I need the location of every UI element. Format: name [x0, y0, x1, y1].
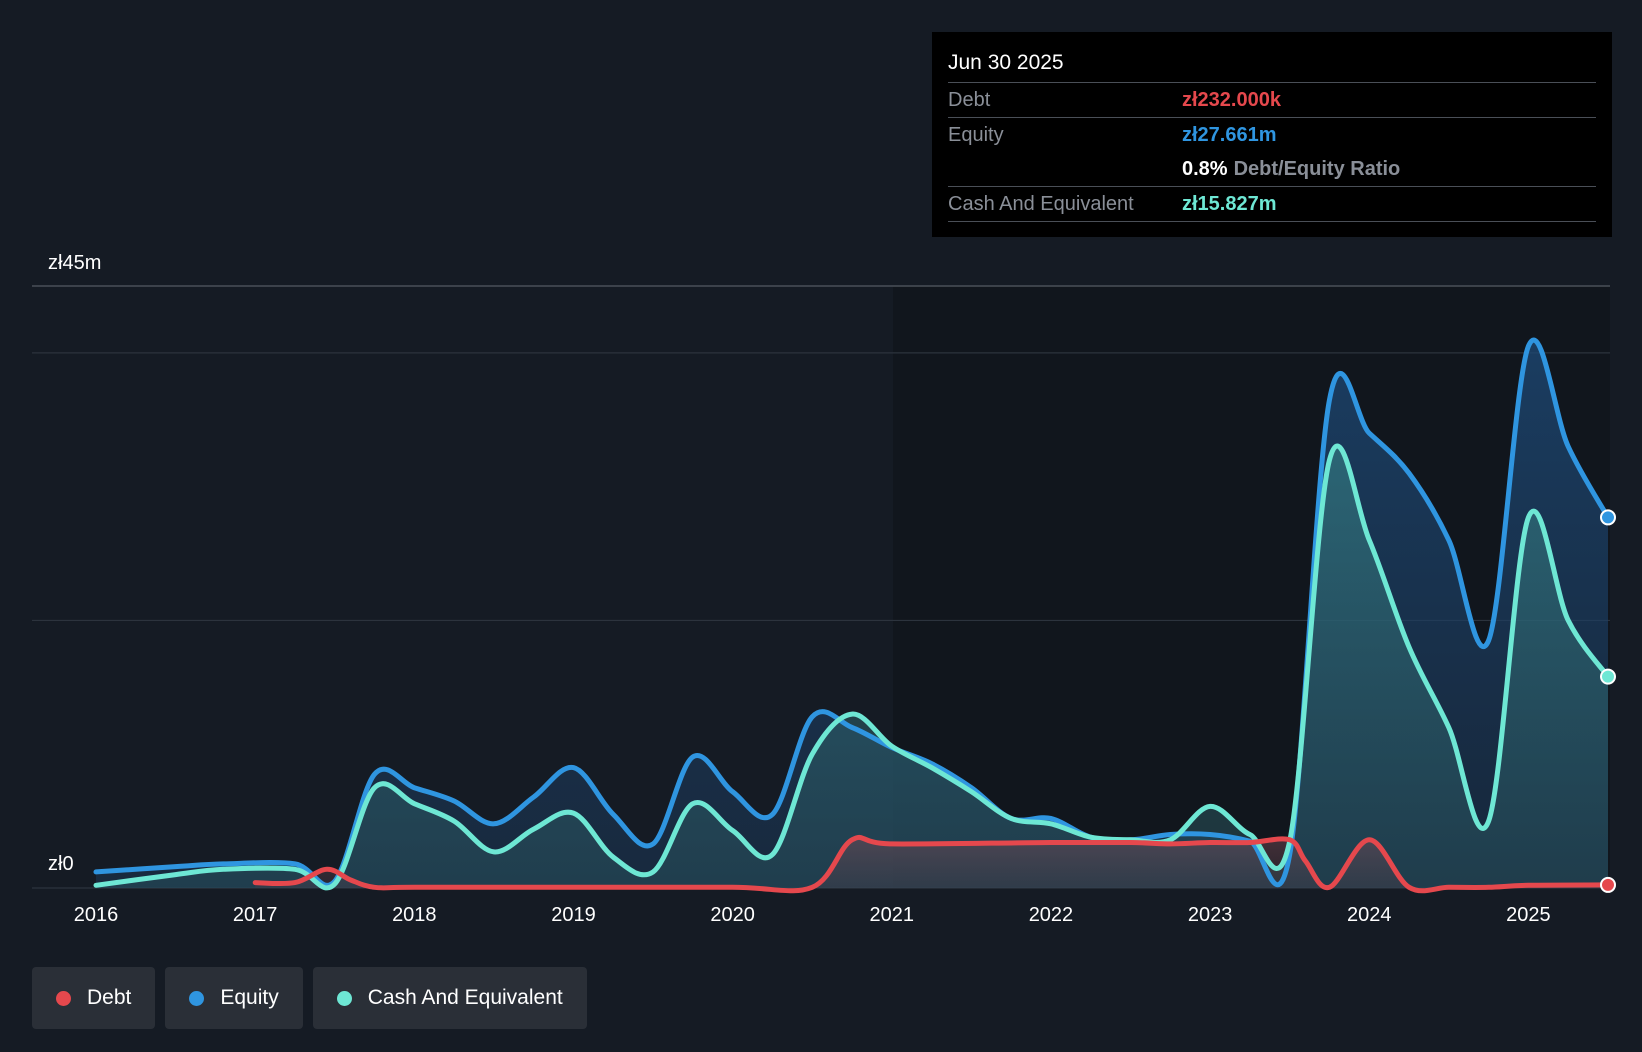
equity-line — [93, 337, 1611, 888]
x-tick-2020: 2020 — [710, 904, 755, 926]
legend-label-cash: Cash And Equivalent — [367, 986, 563, 1009]
legend-label-equity: Equity — [220, 986, 279, 1009]
tooltip-debt-value: zł232.000k — [1182, 88, 1281, 111]
x-tick-2016: 2016 — [74, 904, 119, 926]
x-axis: 2016 2017 2018 2019 2020 2021 2022 2023 2024 2025 — [74, 904, 1551, 926]
tooltip-cash-value: zł15.827m — [1182, 192, 1277, 215]
y-axis-top-label: zł45m — [48, 252, 101, 274]
legend-item-equity[interactable]: Equity — [165, 967, 303, 1029]
tooltip-debt-row: Debt zł232.000k — [948, 82, 1596, 117]
x-tick-2023: 2023 — [1188, 904, 1233, 926]
cash-endpoint[interactable] — [1600, 668, 1616, 685]
tooltip-equity-row: Equity zł27.661m — [948, 117, 1596, 152]
legend-item-debt[interactable]: Debt — [32, 967, 156, 1029]
tooltip-debt-label: Debt — [948, 88, 991, 111]
tooltip-cash-row: Cash And Equivalent zł15.827m — [948, 186, 1596, 222]
x-tick-2022: 2022 — [1029, 904, 1074, 926]
legend: Debt Equity Cash And Equivalent — [32, 967, 587, 1029]
tooltip-ratio-value: 0.8% — [1182, 157, 1228, 180]
x-tick-2024: 2024 — [1347, 904, 1392, 926]
tooltip-ratio-row: 0.8% Debt/Equity Ratio — [948, 152, 1596, 186]
debt-line — [252, 834, 1611, 894]
x-tick-2021: 2021 — [870, 904, 915, 926]
x-tick-2017: 2017 — [233, 904, 278, 926]
x-tick-2025: 2025 — [1506, 904, 1551, 926]
y-axis-bottom-label: zł0 — [48, 853, 74, 875]
debt-endpoint[interactable] — [1600, 876, 1616, 893]
equity-dot-icon — [189, 990, 205, 1006]
x-tick-2018: 2018 — [392, 904, 437, 926]
tooltip-cash-label: Cash And Equivalent — [948, 192, 1134, 215]
cash-line — [93, 443, 1611, 891]
tooltip-equity-label: Equity — [948, 123, 1004, 146]
cash-dot-icon — [336, 990, 352, 1006]
tooltip-date: Jun 30 2025 — [948, 51, 1064, 74]
legend-item-cash[interactable]: Cash And Equivalent — [312, 967, 587, 1029]
tooltip: Jun 30 2025 Debt zł232.000k Equity zł27.… — [932, 32, 1612, 237]
equity-endpoint[interactable] — [1600, 509, 1616, 526]
debt-dot-icon — [56, 990, 71, 1006]
tooltip-ratio-label: Debt/Equity Ratio — [1233, 157, 1401, 180]
legend-label-debt: Debt — [87, 986, 132, 1009]
cash-area — [96, 445, 1608, 888]
tooltip-equity-value: zł27.661m — [1182, 123, 1277, 146]
x-tick-2019: 2019 — [551, 904, 596, 926]
